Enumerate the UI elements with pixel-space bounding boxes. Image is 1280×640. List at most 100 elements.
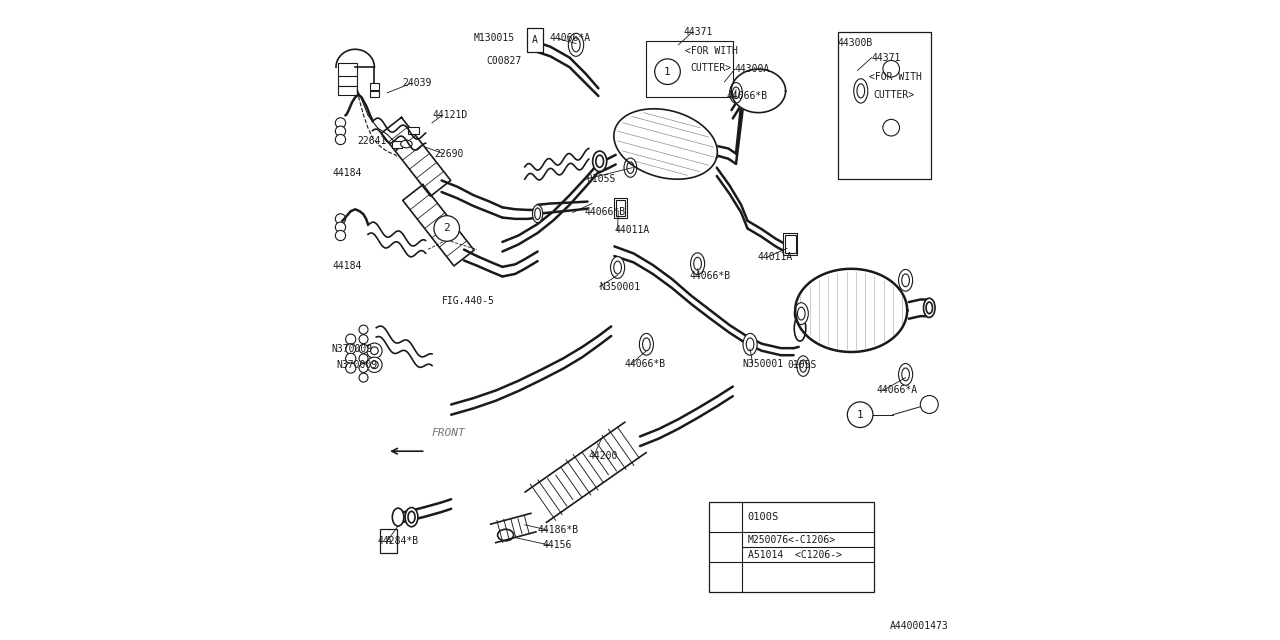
Circle shape: [655, 59, 681, 84]
Ellipse shape: [744, 333, 758, 355]
Text: 44200: 44200: [589, 451, 618, 461]
Text: 0100S: 0100S: [748, 513, 778, 522]
Ellipse shape: [535, 208, 540, 220]
Bar: [786, 235, 796, 253]
Text: 22690: 22690: [434, 148, 463, 159]
Circle shape: [847, 402, 873, 428]
Circle shape: [335, 214, 346, 224]
Ellipse shape: [746, 338, 754, 351]
Text: A: A: [532, 35, 538, 45]
Polygon shape: [731, 69, 786, 113]
Text: M130015: M130015: [474, 33, 515, 44]
Text: 44066*A: 44066*A: [549, 33, 590, 44]
Circle shape: [335, 230, 346, 241]
Text: 44066*B: 44066*B: [727, 91, 768, 101]
Ellipse shape: [392, 508, 404, 526]
Bar: [614, 198, 627, 218]
Ellipse shape: [927, 302, 932, 314]
Bar: [527, 28, 544, 52]
Text: N350001: N350001: [742, 358, 783, 369]
Text: CUTTER>: CUTTER>: [690, 63, 731, 74]
Text: 44371: 44371: [872, 52, 901, 63]
Circle shape: [371, 361, 379, 369]
Circle shape: [366, 357, 381, 372]
Ellipse shape: [800, 360, 806, 372]
Text: 44011A: 44011A: [758, 252, 792, 262]
Circle shape: [335, 126, 346, 136]
Text: M250076<-C1206>: M250076<-C1206>: [748, 535, 836, 545]
Ellipse shape: [593, 151, 607, 172]
Circle shape: [346, 363, 356, 373]
Ellipse shape: [643, 338, 650, 351]
Text: 44066*A: 44066*A: [877, 385, 918, 396]
Circle shape: [716, 552, 736, 572]
Text: 44066*B: 44066*B: [585, 207, 626, 218]
Bar: [646, 41, 732, 97]
Ellipse shape: [408, 511, 415, 523]
Circle shape: [371, 347, 379, 355]
Ellipse shape: [854, 79, 868, 103]
Ellipse shape: [640, 333, 653, 355]
Polygon shape: [614, 109, 717, 179]
Bar: [338, 86, 357, 95]
Bar: [838, 32, 932, 179]
Ellipse shape: [611, 257, 625, 278]
Ellipse shape: [614, 261, 622, 274]
Circle shape: [883, 61, 900, 77]
Text: 24039: 24039: [402, 78, 431, 88]
Ellipse shape: [627, 162, 634, 173]
Text: <FOR WITH: <FOR WITH: [685, 46, 737, 56]
Text: N370009: N370009: [337, 360, 378, 370]
Text: C00827: C00827: [486, 56, 522, 66]
Circle shape: [358, 364, 369, 372]
Text: 44011A: 44011A: [614, 225, 650, 236]
Circle shape: [883, 119, 900, 136]
Bar: [338, 63, 357, 77]
Text: 1: 1: [664, 67, 671, 77]
Text: 44300B: 44300B: [837, 38, 873, 48]
Circle shape: [920, 396, 938, 413]
Circle shape: [346, 344, 356, 354]
Ellipse shape: [899, 364, 913, 385]
Bar: [408, 127, 419, 134]
Ellipse shape: [794, 316, 806, 341]
Text: 1: 1: [856, 410, 864, 420]
Circle shape: [358, 325, 369, 334]
Text: A: A: [385, 536, 392, 546]
Text: 22641: 22641: [357, 136, 387, 146]
Circle shape: [358, 354, 369, 363]
Polygon shape: [795, 269, 908, 352]
Circle shape: [335, 134, 346, 145]
Text: 44184: 44184: [333, 260, 362, 271]
Text: CUTTER>: CUTTER>: [873, 90, 914, 100]
Ellipse shape: [924, 298, 934, 317]
Circle shape: [366, 343, 381, 358]
Text: 44066*B: 44066*B: [625, 358, 666, 369]
Ellipse shape: [691, 253, 704, 275]
Ellipse shape: [572, 38, 580, 52]
Bar: [392, 141, 402, 148]
Text: 2: 2: [722, 557, 730, 567]
Ellipse shape: [797, 307, 805, 320]
Text: 0105S: 0105S: [586, 174, 616, 184]
Bar: [783, 233, 797, 255]
Text: N370009: N370009: [332, 344, 372, 354]
Ellipse shape: [568, 33, 584, 56]
Ellipse shape: [794, 303, 809, 324]
Circle shape: [358, 373, 369, 382]
Bar: [338, 76, 357, 86]
Text: 44300A: 44300A: [735, 64, 771, 74]
Circle shape: [346, 353, 356, 364]
Bar: [380, 529, 397, 553]
Text: <FOR WITH: <FOR WITH: [869, 72, 922, 82]
Bar: [370, 83, 379, 90]
Text: 44371: 44371: [684, 27, 713, 37]
Circle shape: [346, 334, 356, 344]
Bar: [709, 502, 874, 592]
Ellipse shape: [625, 158, 637, 177]
Bar: [370, 91, 379, 97]
Ellipse shape: [498, 529, 513, 541]
Circle shape: [335, 222, 346, 232]
Circle shape: [358, 335, 369, 344]
Ellipse shape: [404, 508, 417, 527]
